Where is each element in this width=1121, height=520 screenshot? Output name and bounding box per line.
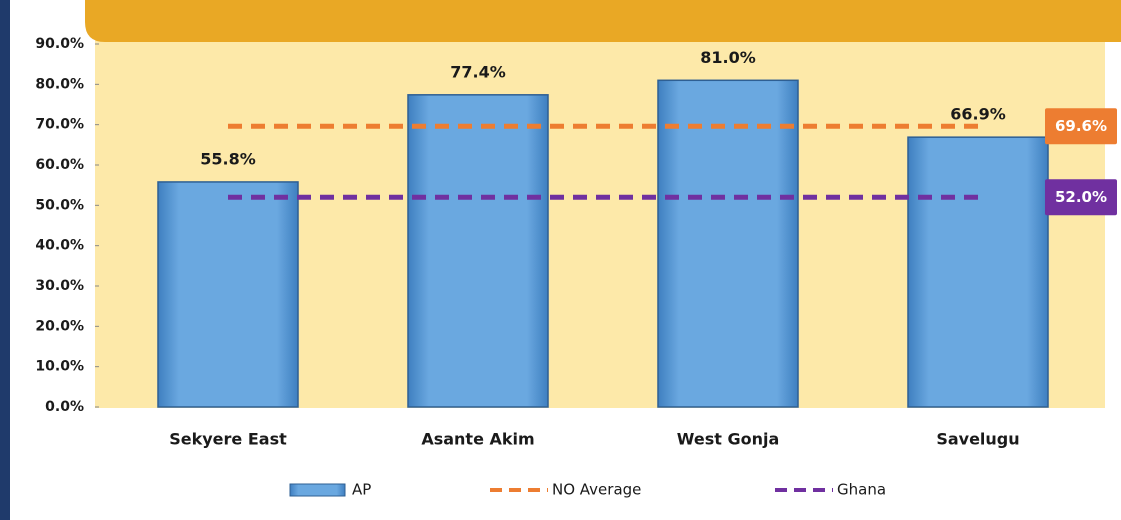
x-tick-label: Asante Akim [421,430,534,449]
y-tick-label: 50.0% [35,197,84,213]
y-tick-label: 20.0% [35,318,84,334]
y-tick-label: 60.0% [35,157,84,173]
value-label: 66.9% [950,105,1006,124]
top-banner [85,0,1121,42]
bar [157,181,299,408]
y-tick-label: 30.0% [35,278,84,294]
y-tick-label: 70.0% [35,117,84,133]
legend-label: Ghana [837,481,886,499]
y-tick-label: 80.0% [35,76,84,92]
end-label-box [1045,179,1117,216]
x-tick-label: Sekyere East [169,430,287,449]
bar [407,94,549,408]
y-tick-label: 90.0% [35,36,84,52]
bar [657,79,799,408]
value-label: 55.8% [200,149,256,168]
legend-label: AP [352,481,371,499]
y-tick-label: 40.0% [35,238,84,254]
end-label: 69.6% [1055,117,1107,135]
bar [907,136,1049,408]
left-border [0,0,10,520]
x-tick-label: Savelugu [936,430,1019,449]
end-label-box [1045,108,1117,145]
y-tick-label: 10.0% [35,359,84,375]
chart-marks: 0.0% 10.0% 20.0% 30.0% 40.0% 50.0% 60.0% 70.0% 8… [35,36,1117,499]
value-label: 81.0% [700,48,756,67]
x-tick-label: West Gonja [677,430,779,449]
y-tick-label: 0.0% [45,399,84,415]
value-label: 77.4% [450,62,506,81]
legend-label: NO Average [552,481,641,499]
end-label: 52.0% [1055,188,1107,206]
legend-swatch [289,483,346,497]
